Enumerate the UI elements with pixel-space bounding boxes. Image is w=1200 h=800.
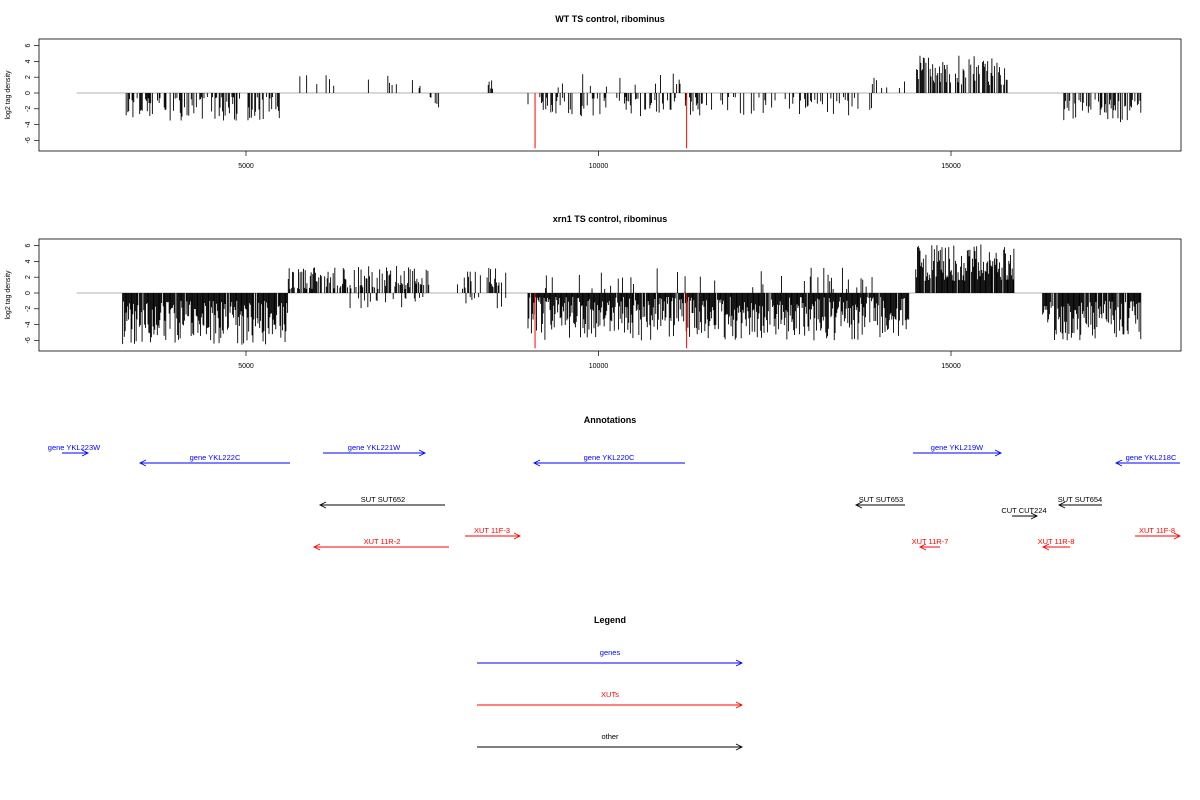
annotation-arrowhead [312, 543, 321, 551]
annotation-label: gene YKL220C [584, 453, 635, 462]
annotation-arrowhead [1057, 501, 1066, 509]
legend-item-other: other [477, 732, 744, 751]
annotation-arrowhead [513, 532, 522, 540]
wt-xtick-label: 15000 [941, 163, 961, 170]
legend-label: XUTs [601, 690, 619, 699]
legend-item-genes: genes [477, 648, 744, 667]
annotation-sut-sut652: SUT SUT652 [318, 495, 445, 509]
annotation-label: gene YKL219W [931, 443, 984, 452]
wt-ytick-label: 6 [25, 44, 32, 48]
legend-arrowhead [735, 659, 744, 667]
xrn1-track-panel: xrn1 TS control, ribominus log2 tag dens… [5, 214, 1182, 370]
legend-title: Legend [594, 615, 626, 625]
annotation-xut-11r-2: XUT 11R-2 [312, 537, 449, 551]
annotation-label: XUT 11F-3 [474, 526, 510, 535]
annotations-title: Annotations [584, 415, 637, 425]
annotation-xut-11f-8: XUT 11F-8 [1135, 526, 1182, 540]
xrn1-ytick-label: -2 [25, 306, 32, 312]
wt-ytick-label: 0 [25, 91, 32, 95]
annotation-label: gene YKL223W [48, 443, 101, 452]
annotation-cut-cut224: CUT CUT224 [1001, 506, 1047, 520]
annotation-label: XUT 11F-8 [1139, 526, 1175, 535]
annotation-xut-11r-8: XUT 11R-8 [1038, 537, 1075, 551]
annotation-arrowhead [318, 501, 327, 509]
xrn1-xtick-label: 10000 [589, 363, 609, 370]
annotation-arrowhead [1030, 512, 1039, 520]
xrn1-xaxis: 5000 10000 15000 [238, 351, 961, 370]
annotation-sut-sut654: SUT SUT654 [1057, 495, 1102, 509]
wt-yaxis: 6 4 2 0 -2 -4 -6 [25, 44, 39, 144]
annotation-arrowhead [854, 501, 863, 509]
annotation-gene-ykl223w: gene YKL223W [48, 443, 101, 457]
annotation-xut-11f-3: XUT 11F-3 [465, 526, 522, 540]
xrn1-ytick-label: -6 [25, 337, 32, 343]
legend-arrowhead [735, 701, 744, 709]
annotation-label: XUT 11R-8 [1038, 537, 1075, 546]
annotation-arrowhead [138, 459, 147, 467]
legend-label: other [601, 732, 619, 741]
annotation-xut-11r-7: XUT 11R-7 [912, 537, 949, 551]
annotation-label: SUT SUT653 [859, 495, 903, 504]
annotation-label: SUT SUT652 [361, 495, 405, 504]
xrn1-yaxis: 6 4 2 0 -2 -4 -6 [25, 244, 39, 344]
wt-xaxis: 5000 10000 15000 [238, 151, 961, 170]
annotation-arrowhead [81, 449, 90, 457]
xrn1-ytick-label: 2 [25, 275, 32, 279]
wt-bars [76, 55, 1142, 149]
xrn1-bars [76, 244, 1142, 349]
wt-plot-frame [38, 38, 1182, 152]
annotation-label: gene YKL218C [1126, 453, 1177, 462]
legend-label: genes [600, 648, 621, 657]
legend-item-xuts: XUTs [477, 690, 744, 709]
annotation-gene-ykl222c: gene YKL222C [138, 453, 290, 467]
annotation-arrowhead [1114, 459, 1123, 467]
annotation-gene-ykl220c: gene YKL220C [532, 453, 685, 467]
xrn1-ytick-label: 0 [25, 291, 32, 295]
legend-arrowhead [735, 743, 744, 751]
xrn1-ytick-label: 6 [25, 244, 32, 248]
xrn1-xtick-label: 5000 [238, 363, 254, 370]
xrn1-ytick-label: 4 [25, 259, 32, 263]
annotation-arrowhead [994, 449, 1003, 457]
annotation-label: XUT 11R-2 [364, 537, 401, 546]
wt-ytick-label: -2 [25, 106, 32, 112]
wt-ylabel: log2 tag density [5, 70, 12, 120]
annotation-gene-ykl221w: gene YKL221W [323, 443, 427, 457]
annotation-arrowhead [418, 449, 427, 457]
wt-xtick-label: 10000 [589, 163, 609, 170]
wt-ytick-label: 2 [25, 75, 32, 79]
xrn1-ytick-label: -4 [25, 321, 32, 327]
annotation-sut-sut653: SUT SUT653 [854, 495, 905, 509]
xrn1-track-title: xrn1 TS control, ribominus [553, 214, 668, 224]
annotation-label: CUT CUT224 [1001, 506, 1046, 515]
annotation-gene-ykl218c: gene YKL218C [1114, 453, 1180, 467]
wt-track-panel: WT TS control, ribominus log2 tag densit… [5, 14, 1182, 170]
wt-ytick-label: -4 [25, 121, 32, 127]
annotation-label: gene YKL222C [190, 453, 241, 462]
annotation-arrowhead [1173, 532, 1182, 540]
wt-xtick-label: 5000 [238, 163, 254, 170]
annotation-label: XUT 11R-7 [912, 537, 949, 546]
annotation-arrowhead [532, 459, 541, 467]
xrn1-ylabel: log2 tag density [5, 270, 12, 320]
annotation-gene-ykl219w: gene YKL219W [913, 443, 1003, 457]
wt-track-title: WT TS control, ribominus [555, 14, 665, 24]
annotation-label: SUT SUT654 [1058, 495, 1102, 504]
annotation-items: gene YKL223W gene YKL222C gene YKL221W gene… [48, 443, 1182, 551]
annotation-arrowhead [1041, 543, 1050, 551]
wt-ytick-label: -6 [25, 137, 32, 143]
annotation-arrowhead [918, 543, 927, 551]
wt-ytick-label: 4 [25, 59, 32, 63]
xrn1-xtick-label: 15000 [941, 363, 961, 370]
xrn1-plot-frame [38, 238, 1182, 352]
annotation-label: gene YKL221W [348, 443, 401, 452]
legend-panel: Legend genes XUTs other [477, 615, 744, 751]
legend-items: genes XUTs other [477, 648, 744, 751]
